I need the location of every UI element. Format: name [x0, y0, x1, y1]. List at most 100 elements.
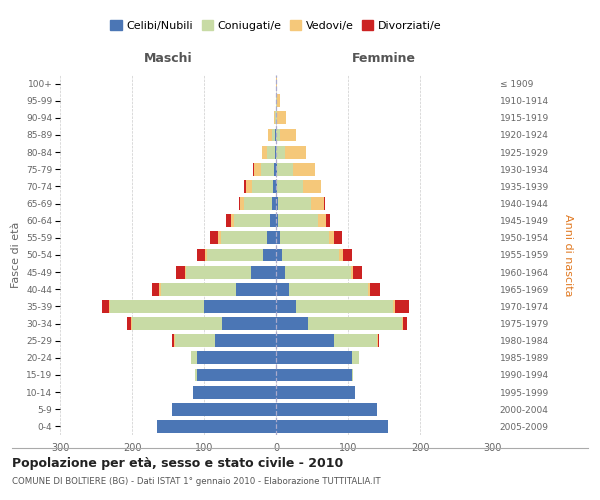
Bar	[197, 352, 276, 364]
Bar	[244, 180, 246, 193]
Bar	[175, 334, 215, 347]
Bar	[215, 334, 276, 347]
Bar	[352, 368, 353, 382]
Text: COMUNE DI BOLTIERE (BG) - Dati ISTAT 1° gennaio 2010 - Elaborazione TUTTITALIA.I: COMUNE DI BOLTIERE (BG) - Dati ISTAT 1° …	[12, 478, 380, 486]
Bar	[402, 317, 403, 330]
Bar	[196, 368, 197, 382]
Bar	[394, 300, 395, 313]
Bar	[234, 214, 270, 227]
Bar	[276, 334, 334, 347]
Bar	[218, 232, 221, 244]
Bar	[284, 266, 351, 278]
Bar	[262, 146, 268, 158]
Bar	[277, 163, 293, 175]
Bar	[254, 163, 261, 175]
Bar	[395, 300, 409, 313]
Bar	[210, 232, 218, 244]
Bar	[302, 180, 320, 193]
Bar	[186, 266, 251, 278]
Bar	[221, 232, 268, 244]
Bar	[261, 163, 274, 175]
Bar	[276, 283, 289, 296]
Bar	[236, 283, 276, 296]
Legend: Celibi/Nubili, Coniugati/e, Vedovi/e, Divorziati/e: Celibi/Nubili, Coniugati/e, Vedovi/e, Di…	[106, 16, 446, 36]
Bar	[205, 248, 207, 262]
Bar	[318, 214, 326, 227]
Bar	[157, 420, 276, 433]
Bar	[276, 214, 278, 227]
Bar	[276, 94, 277, 107]
Bar	[276, 300, 296, 313]
Bar	[276, 197, 278, 210]
Bar	[263, 248, 276, 262]
Bar	[161, 283, 236, 296]
Bar	[284, 146, 306, 158]
Bar	[276, 248, 282, 262]
Bar	[232, 214, 234, 227]
Bar	[293, 163, 315, 175]
Bar	[275, 112, 276, 124]
Text: Popolazione per età, sesso e stato civile - 2010: Popolazione per età, sesso e stato civil…	[12, 458, 343, 470]
Bar	[276, 77, 277, 90]
Bar	[272, 128, 275, 141]
Bar	[246, 180, 251, 193]
Bar	[276, 368, 352, 382]
Bar	[191, 352, 197, 364]
Bar	[334, 232, 341, 244]
Bar	[276, 112, 277, 124]
Bar	[377, 334, 379, 347]
Bar	[280, 232, 329, 244]
Bar	[253, 163, 254, 175]
Bar	[340, 248, 343, 262]
Bar	[174, 334, 175, 347]
Bar	[207, 248, 263, 262]
Bar	[351, 266, 353, 278]
Bar	[370, 283, 380, 296]
Bar	[276, 180, 277, 193]
Bar	[132, 317, 222, 330]
Bar	[280, 128, 296, 141]
Bar	[222, 317, 276, 330]
Bar	[276, 232, 280, 244]
Bar	[226, 214, 232, 227]
Bar	[368, 283, 370, 296]
Bar	[323, 197, 325, 210]
Bar	[352, 352, 359, 364]
Bar	[276, 128, 280, 141]
Bar	[251, 180, 273, 193]
Bar	[197, 368, 276, 382]
Bar	[127, 317, 131, 330]
Bar	[311, 197, 323, 210]
Bar	[276, 403, 377, 415]
Bar	[276, 317, 308, 330]
Y-axis label: Anni di nascita: Anni di nascita	[563, 214, 573, 296]
Text: Femmine: Femmine	[352, 52, 416, 64]
Bar	[272, 197, 276, 210]
Bar	[244, 197, 272, 210]
Bar	[251, 266, 276, 278]
Bar	[160, 283, 161, 296]
Bar	[109, 300, 110, 313]
Bar	[270, 214, 276, 227]
Bar	[185, 266, 186, 278]
Y-axis label: Fasce di età: Fasce di età	[11, 222, 20, 288]
Bar	[277, 180, 302, 193]
Bar	[276, 420, 388, 433]
Bar	[326, 214, 330, 227]
Bar	[273, 180, 276, 193]
Bar	[268, 146, 275, 158]
Bar	[275, 128, 276, 141]
Bar	[176, 266, 185, 278]
Bar	[275, 146, 276, 158]
Bar	[278, 214, 318, 227]
Bar	[282, 248, 340, 262]
Bar	[193, 386, 276, 398]
Bar	[334, 334, 377, 347]
Bar	[276, 266, 284, 278]
Bar	[320, 180, 322, 193]
Text: Maschi: Maschi	[143, 52, 193, 64]
Bar	[274, 163, 276, 175]
Bar	[296, 300, 394, 313]
Bar	[276, 352, 352, 364]
Bar	[204, 300, 276, 313]
